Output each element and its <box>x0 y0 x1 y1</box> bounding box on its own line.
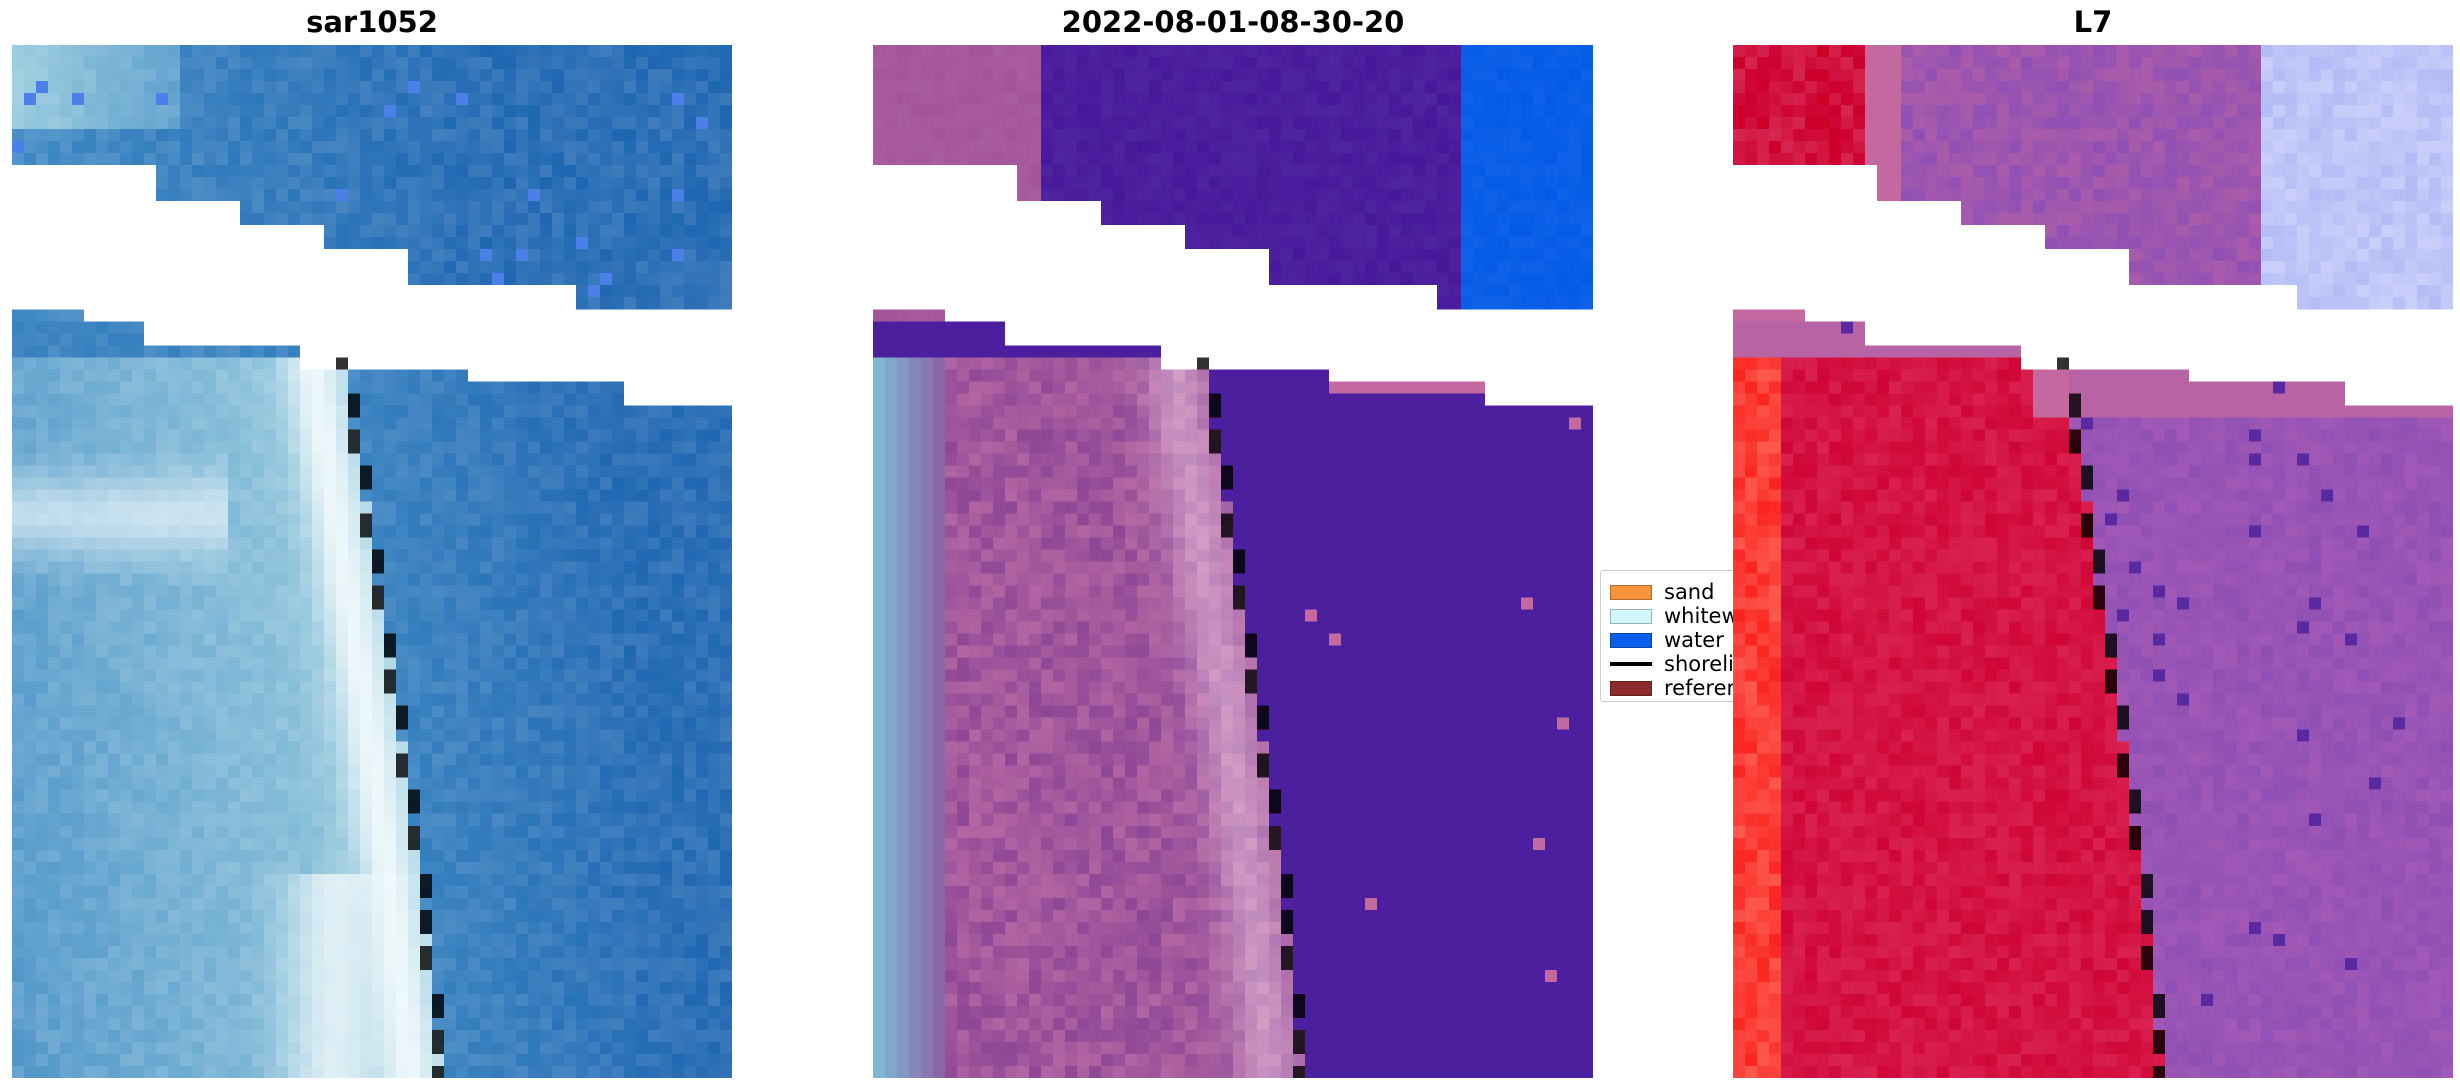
axes-l7[interactable] <box>1733 45 2453 1078</box>
panel-classification: 2022-08-01-08-30-20 <box>873 0 1593 1084</box>
legend-swatch-sand <box>1610 584 1652 600</box>
legend-clip: sand whitewater water shoreline referenc… <box>1600 566 1733 710</box>
legend-box: sand whitewater water shoreline referenc… <box>1600 570 1733 702</box>
legend-label-water: water <box>1664 628 1724 652</box>
legend-swatch-water <box>1610 632 1652 648</box>
legend-swatch-whitewater <box>1610 608 1652 624</box>
panel-title-classification: 2022-08-01-08-30-20 <box>1061 5 1405 39</box>
panel-l7: L7 <box>1733 0 2453 1084</box>
legend-item-shoreline: shoreline <box>1610 652 1733 676</box>
legend-label-shoreline: shoreline <box>1664 652 1733 676</box>
legend-item-reference-shoreline: reference shoreline <box>1610 676 1733 700</box>
axes-classification[interactable] <box>873 45 1593 1078</box>
raster-image-sar1052[interactable] <box>12 45 732 1078</box>
raster-image-classification[interactable] <box>873 45 1593 1078</box>
legend-swatch-reference-shoreline <box>1610 680 1652 696</box>
legend-swatch-shoreline <box>1610 662 1652 666</box>
legend-item-sand: sand <box>1610 580 1733 604</box>
panel-title-l7: L7 <box>2073 5 2113 39</box>
legend-label-reference-shoreline: reference shoreline <box>1664 676 1733 700</box>
axes-sar1052[interactable] <box>12 45 732 1078</box>
raster-image-l7[interactable] <box>1733 45 2453 1078</box>
legend-item-water: water <box>1610 628 1733 652</box>
panel-sar1052: sar1052 <box>12 0 732 1084</box>
legend-item-whitewater: whitewater <box>1610 604 1733 628</box>
legend-label-sand: sand <box>1664 580 1715 604</box>
panel-title-sar1052: sar1052 <box>306 5 438 39</box>
legend-label-whitewater: whitewater <box>1664 604 1733 628</box>
